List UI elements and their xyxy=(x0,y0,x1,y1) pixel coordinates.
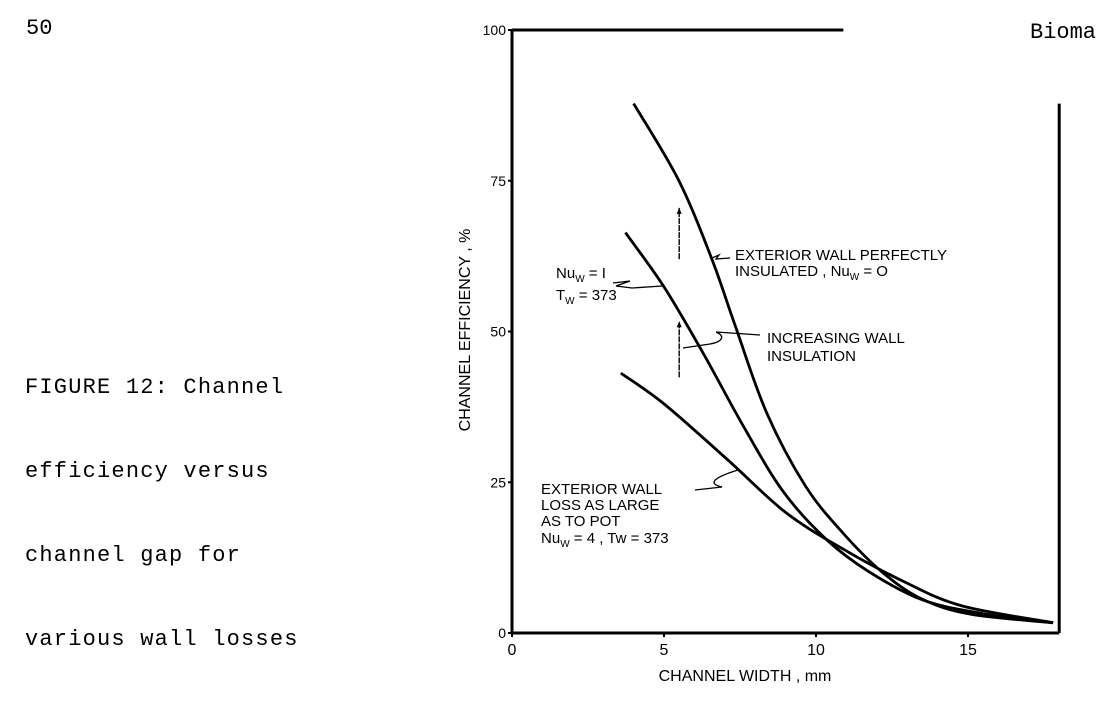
page-number: 50 xyxy=(26,16,53,41)
arrow-up-icon xyxy=(676,207,682,214)
y-tick-label: 25 xyxy=(490,474,506,490)
y-tick-label: 75 xyxy=(490,173,506,189)
arrows-group xyxy=(676,207,682,378)
annotation-text: INSULATION xyxy=(767,348,856,365)
caption-line: various wall losses xyxy=(25,627,299,652)
leader-line xyxy=(694,469,739,491)
annotation-text: INSULATED , NuW = O xyxy=(735,263,888,283)
x-tick-label: 10 xyxy=(807,642,825,659)
series-line-1 xyxy=(624,231,1054,625)
y-tick-label: 0 xyxy=(498,625,506,641)
caption-line: efficiency versus xyxy=(25,459,270,484)
annotation-text: EXTERIOR WALL xyxy=(541,481,662,498)
series-group xyxy=(620,102,1054,625)
leader-line xyxy=(682,331,761,349)
x-tick-label: 0 xyxy=(508,642,517,659)
axes: 0 25 50 75 100 0 5 10 15 xyxy=(483,22,1061,659)
annotation-text: AS TO POT xyxy=(541,513,620,530)
annotation-text: LOSS AS LARGE xyxy=(541,497,659,514)
caption-line: channel gap for xyxy=(25,543,242,568)
x-tick-label: 5 xyxy=(660,642,669,659)
annotation-text: TW = 373 xyxy=(556,287,617,307)
figure-caption: FIGURE 12: Channel efficiency versus cha… xyxy=(25,318,299,682)
leader-line xyxy=(711,253,731,260)
y-tick-label: 50 xyxy=(490,324,506,340)
annotation-text: NuW = 4 , Tw = 373 xyxy=(541,530,669,550)
running-head: Bioma xyxy=(1030,20,1097,45)
annotation-nu0: EXTERIOR WALL PERFECTLY INSULATED , NuW … xyxy=(711,247,947,283)
series-line-2 xyxy=(620,371,1054,625)
annotation-nu4: EXTERIOR WALL LOSS AS LARGE AS TO POT Nu… xyxy=(541,469,739,550)
y-axis-title: CHANNEL EFFICIENCY , % xyxy=(457,229,474,432)
annotation-text: NuW = I xyxy=(556,265,606,285)
x-tick-label: 15 xyxy=(959,642,977,659)
y-tick-label: 100 xyxy=(483,22,507,38)
annotation-text: INCREASING WALL xyxy=(767,330,905,347)
caption-line: FIGURE 12: Channel xyxy=(25,375,285,400)
arrow-up-icon xyxy=(676,321,682,328)
annotation-nu1: NuW = I TW = 373 xyxy=(556,265,663,307)
annotation-increasing: INCREASING WALL INSULATION xyxy=(682,330,905,365)
x-axis-title: CHANNEL WIDTH , mm xyxy=(659,668,832,685)
annotation-text: EXTERIOR WALL PERFECTLY xyxy=(735,247,947,264)
leader-line xyxy=(612,280,663,289)
